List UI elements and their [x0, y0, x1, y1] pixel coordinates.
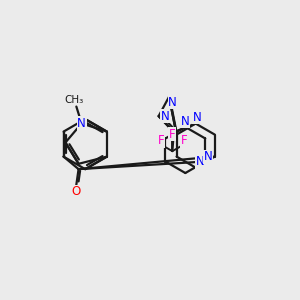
- Text: N: N: [168, 96, 177, 109]
- Text: O: O: [71, 185, 81, 199]
- Text: N: N: [181, 115, 190, 128]
- Text: N: N: [204, 150, 213, 163]
- Text: CH₃: CH₃: [64, 94, 84, 104]
- Text: F: F: [181, 134, 187, 148]
- Text: N: N: [77, 117, 86, 130]
- Text: F: F: [169, 128, 176, 141]
- Text: N: N: [196, 155, 204, 168]
- Text: F: F: [158, 134, 164, 148]
- Text: N: N: [193, 111, 202, 124]
- Text: N: N: [161, 110, 170, 123]
